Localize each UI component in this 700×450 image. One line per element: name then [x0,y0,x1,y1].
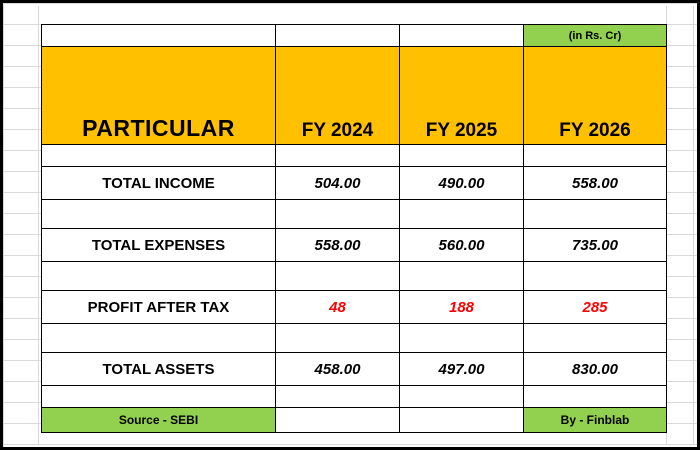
cell[interactable] [399,261,524,291]
cell[interactable] [523,144,667,167]
row-label[interactable]: TOTAL INCOME [41,166,276,200]
footer-row: Source - SEBI By - Finblab [41,407,667,433]
value-cell[interactable]: 285 [523,290,667,324]
value-cell[interactable]: 497.00 [399,352,524,386]
value-cell[interactable]: 560.00 [399,228,524,262]
source-cell[interactable]: Source - SEBI [41,407,276,433]
credit-cell[interactable]: By - Finblab [523,407,667,433]
cell[interactable] [523,385,667,408]
cell[interactable] [399,407,524,433]
year-header-fy2025[interactable]: FY 2025 [399,46,524,145]
year-header-fy2024[interactable]: FY 2024 [275,46,400,145]
value-cell[interactable]: 188 [399,290,524,324]
year-header-fy2026[interactable]: FY 2026 [523,46,667,145]
spacer-row [41,199,667,229]
grid-line [693,6,694,444]
cell[interactable] [275,323,400,353]
cell[interactable] [275,144,400,167]
spacer-row [41,144,667,167]
cell[interactable] [41,199,276,229]
cell[interactable] [275,385,400,408]
cell[interactable] [275,407,400,433]
cell[interactable] [523,199,667,229]
grid-line [666,6,667,444]
header-row: PARTICULAR FY 2024 FY 2025 FY 2026 [41,46,667,145]
cell[interactable] [523,323,667,353]
cell[interactable] [275,24,400,47]
value-cell[interactable]: 48 [275,290,400,324]
cell[interactable] [399,385,524,408]
row-label[interactable]: TOTAL ASSETS [41,352,276,386]
value-cell[interactable]: 558.00 [275,228,400,262]
table-row-total-expenses: TOTAL EXPENSES 558.00 560.00 735.00 [41,228,667,262]
cell[interactable] [275,199,400,229]
value-cell[interactable]: 558.00 [523,166,667,200]
value-cell[interactable]: 830.00 [523,352,667,386]
cell[interactable] [275,261,400,291]
cell[interactable] [399,323,524,353]
table-row-total-income: TOTAL INCOME 504.00 490.00 558.00 [41,166,667,200]
unit-note-cell[interactable]: (in Rs. Cr) [523,24,667,47]
cell[interactable] [41,144,276,167]
cell[interactable] [41,385,276,408]
spacer-row [41,323,667,353]
table-row: (in Rs. Cr) [41,24,667,47]
spacer-row [41,385,667,408]
financial-table: (in Rs. Cr) PARTICULAR FY 2024 FY 2025 F… [41,24,667,433]
cell[interactable] [41,24,276,47]
row-label[interactable]: TOTAL EXPENSES [41,228,276,262]
value-cell[interactable]: 504.00 [275,166,400,200]
particular-header[interactable]: PARTICULAR [41,46,276,145]
row-label[interactable]: PROFIT AFTER TAX [41,290,276,324]
value-cell[interactable]: 735.00 [523,228,667,262]
value-cell[interactable]: 490.00 [399,166,524,200]
cell[interactable] [523,261,667,291]
grid-line [38,6,39,444]
cell[interactable] [41,261,276,291]
table-row-total-assets: TOTAL ASSETS 458.00 497.00 830.00 [41,352,667,386]
cell[interactable] [41,323,276,353]
spacer-row [41,261,667,291]
table-row-profit-after-tax: PROFIT AFTER TAX 48 188 285 [41,290,667,324]
cell[interactable] [399,24,524,47]
cell[interactable] [399,144,524,167]
value-cell[interactable]: 458.00 [275,352,400,386]
cell[interactable] [399,199,524,229]
